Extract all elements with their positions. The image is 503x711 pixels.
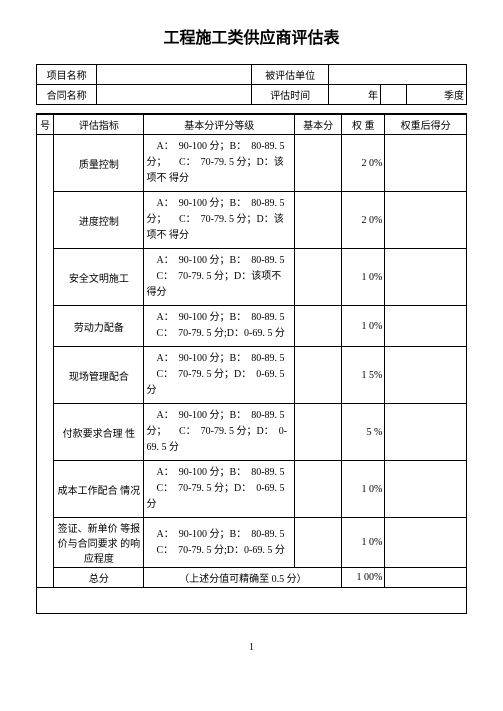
base-cell: 1 0% xyxy=(342,518,385,568)
base-cell: 2 0% xyxy=(342,192,385,249)
indicator-cell: 签证、新单价 等报价与合同要求 的响应程度 xyxy=(54,518,144,568)
total-row: 总分 （上述分值可精确至 0.5 分） 1 00% xyxy=(37,568,467,588)
page-title: 工程施工类供应商评估表 xyxy=(36,24,467,48)
contract-name-label: 合同名称 xyxy=(37,85,97,105)
year-label: 年 xyxy=(329,85,381,105)
quarter-label: 季度 xyxy=(406,85,466,105)
hdr-criteria: 基本分评分等级 xyxy=(144,115,295,135)
criteria-cell: A： 90-100 分；B： 80-89. 5 C： 70-79. 5 分;D：… xyxy=(144,518,295,568)
evaluation-table: 号 评估指标 基本分评分等级 基本分 权 重 权重后得分 质量控制 A： 90-… xyxy=(36,113,467,614)
base-blank xyxy=(294,404,341,461)
project-name-label: 项目名称 xyxy=(37,65,97,85)
base-cell: 5 % xyxy=(342,404,385,461)
base-blank xyxy=(294,347,341,404)
eval-time-label: 评估时间 xyxy=(252,85,329,105)
table-row: 劳动力配备 A： 90-100 分；B： 80-89. 5 C： 70-79. … xyxy=(37,306,467,347)
page-number: 1 xyxy=(36,642,467,653)
eval-unit-label: 被评估单位 xyxy=(252,65,329,85)
eval-unit-cell xyxy=(329,65,467,85)
base-blank xyxy=(294,461,341,518)
total-value: 1 00% xyxy=(342,568,385,588)
year-cell xyxy=(380,85,406,105)
indicator-cell: 劳动力配备 xyxy=(54,306,144,347)
hdr-weighted: 权重后得分 xyxy=(385,115,467,135)
base-blank xyxy=(294,192,341,249)
indicator-cell: 安全文明施工 xyxy=(54,249,144,306)
indicator-cell: 质量控制 xyxy=(54,135,144,192)
footer-spacer xyxy=(37,588,467,614)
table-row: 现场管理配合 A： 90-100 分；B： 80-89. 5 C： 70-79.… xyxy=(37,347,467,404)
criteria-cell: A： 90-100 分；B： 80-89. 5 分； C： 70-79. 5 分… xyxy=(144,404,295,461)
table-row: 安全文明施工 A： 90-100 分；B： 80-89. 5 C： 70-79.… xyxy=(37,249,467,306)
total-label: 总分 xyxy=(54,568,144,588)
table-row: 签证、新单价 等报价与合同要求 的响应程度 A： 90-100 分；B： 80-… xyxy=(37,518,467,568)
seq-cell xyxy=(37,135,54,588)
base-blank xyxy=(294,249,341,306)
hdr-weight: 权 重 xyxy=(342,115,385,135)
weighted-cell xyxy=(385,249,467,306)
base-blank xyxy=(294,306,341,347)
table-row: 质量控制 A： 90-100 分；B： 80-89. 5 分； C： 70-79… xyxy=(37,135,467,192)
indicator-cell: 现场管理配合 xyxy=(54,347,144,404)
criteria-cell: A： 90-100 分；B： 80-89. 5 C： 70-79. 5 分；D：… xyxy=(144,461,295,518)
weighted-cell xyxy=(385,135,467,192)
project-name-cell xyxy=(97,65,252,85)
criteria-cell: A： 90-100 分；B： 80-89. 5 分； C： 70-79. 5 分… xyxy=(144,192,295,249)
weighted-cell xyxy=(385,306,467,347)
base-blank xyxy=(294,518,341,568)
weighted-cell xyxy=(385,347,467,404)
base-cell: 2 0% xyxy=(342,135,385,192)
weighted-cell xyxy=(385,192,467,249)
base-cell: 1 0% xyxy=(342,306,385,347)
contract-name-cell xyxy=(97,85,252,105)
criteria-cell: A： 90-100 分；B： 80-89. 5 分； C： 70-79. 5 分… xyxy=(144,135,295,192)
meta-table: 项目名称 被评估单位 合同名称 评估时间 年 季度 xyxy=(36,64,467,105)
table-row: 付款要求合理 性 A： 90-100 分；B： 80-89. 5 分； C： 7… xyxy=(37,404,467,461)
base-blank xyxy=(294,135,341,192)
indicator-cell: 成本工作配合 情况 xyxy=(54,461,144,518)
criteria-cell: A： 90-100 分；B： 80-89. 5 C： 70-79. 5 分;D：… xyxy=(144,306,295,347)
weighted-cell xyxy=(385,404,467,461)
hdr-indicator: 评估指标 xyxy=(54,115,144,135)
weighted-cell xyxy=(385,461,467,518)
indicator-cell: 付款要求合理 性 xyxy=(54,404,144,461)
indicator-cell: 进度控制 xyxy=(54,192,144,249)
base-cell: 1 0% xyxy=(342,461,385,518)
hdr-seq: 号 xyxy=(37,115,54,135)
header-row: 号 评估指标 基本分评分等级 基本分 权 重 权重后得分 xyxy=(37,115,467,135)
table-row: 成本工作配合 情况 A： 90-100 分；B： 80-89. 5 C： 70-… xyxy=(37,461,467,518)
weighted-cell xyxy=(385,518,467,568)
criteria-cell: A： 90-100 分；B： 80-89. 5 C： 70-79. 5 分；D：… xyxy=(144,347,295,404)
criteria-cell: A： 90-100 分；B： 80-89. 5 C： 70-79. 5 分；D：… xyxy=(144,249,295,306)
table-row: 进度控制 A： 90-100 分；B： 80-89. 5 分； C： 70-79… xyxy=(37,192,467,249)
hdr-base: 基本分 xyxy=(294,115,341,135)
total-weighted xyxy=(385,568,467,588)
total-note: （上述分值可精确至 0.5 分） xyxy=(144,568,342,588)
base-cell: 1 0% xyxy=(342,249,385,306)
base-cell: 1 5% xyxy=(342,347,385,404)
